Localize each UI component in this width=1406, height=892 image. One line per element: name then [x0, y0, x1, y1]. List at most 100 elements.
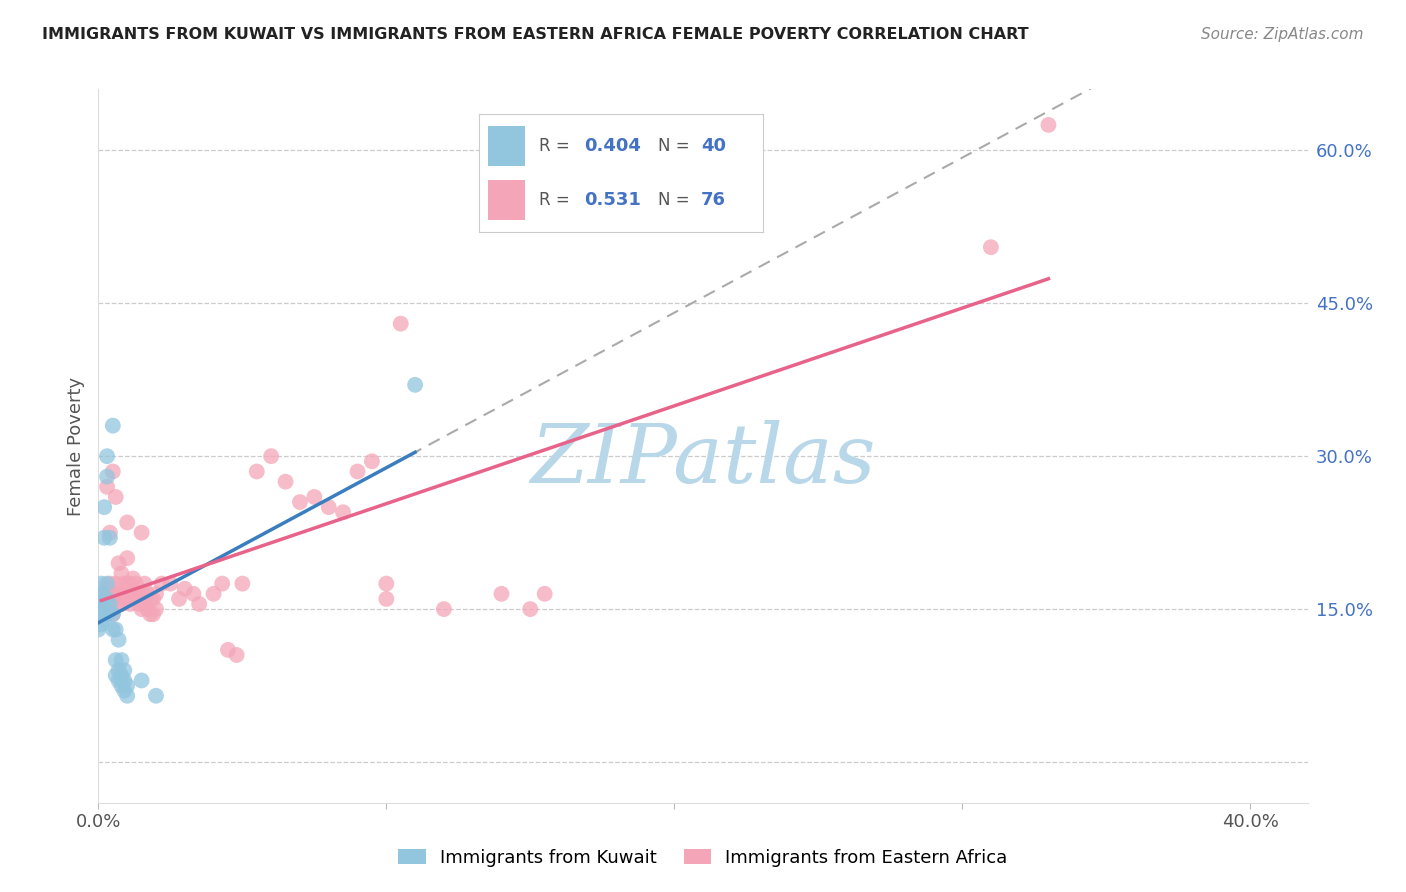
Point	[93, 587, 115, 601]
Point	[288, 495, 311, 509]
Legend: Immigrants from Kuwait, Immigrants from Eastern Africa: Immigrants from Kuwait, Immigrants from …	[391, 842, 1015, 874]
Point	[115, 516, 138, 530]
Point	[139, 591, 162, 606]
Point	[433, 602, 456, 616]
Point	[104, 668, 127, 682]
Point	[131, 525, 153, 540]
Point	[104, 653, 127, 667]
Point	[115, 576, 138, 591]
Point	[142, 607, 165, 622]
Point	[131, 673, 153, 688]
Point	[107, 587, 129, 601]
Point	[260, 449, 283, 463]
Point	[125, 587, 148, 601]
Point	[112, 683, 135, 698]
Point	[128, 587, 150, 601]
Point	[115, 591, 138, 606]
Point	[107, 673, 129, 688]
Point	[112, 576, 135, 591]
Text: 0.404: 0.404	[585, 137, 641, 155]
Point	[225, 648, 247, 662]
Point	[87, 607, 110, 622]
Point	[131, 587, 153, 601]
Point	[104, 623, 127, 637]
Point	[112, 663, 135, 677]
Point	[107, 556, 129, 570]
Point	[134, 576, 156, 591]
Text: N =: N =	[658, 137, 695, 155]
Point	[231, 576, 253, 591]
Text: 76: 76	[702, 191, 725, 209]
Text: 40: 40	[702, 137, 725, 155]
Point	[115, 551, 138, 566]
Point	[120, 576, 142, 591]
Point	[101, 587, 124, 601]
Point	[389, 317, 412, 331]
Point	[87, 597, 110, 611]
Point	[101, 465, 124, 479]
Point	[96, 576, 118, 591]
Point	[87, 623, 110, 637]
Point	[101, 607, 124, 622]
Point	[110, 653, 132, 667]
Point	[115, 689, 138, 703]
Point	[173, 582, 195, 596]
Point	[404, 377, 426, 392]
Text: ZIPatlas: ZIPatlas	[530, 420, 876, 500]
Point	[134, 597, 156, 611]
Point	[122, 572, 145, 586]
Point	[110, 566, 132, 581]
Point	[98, 597, 121, 611]
Point	[142, 591, 165, 606]
Point	[104, 576, 127, 591]
Point	[145, 689, 167, 703]
Point	[107, 632, 129, 647]
Point	[96, 480, 118, 494]
Point	[90, 587, 112, 601]
Point	[491, 587, 513, 601]
Point	[519, 602, 541, 616]
Point	[110, 587, 132, 601]
Point	[1038, 118, 1060, 132]
Point	[183, 587, 205, 601]
Text: 0.531: 0.531	[585, 191, 641, 209]
Point	[159, 576, 181, 591]
Point	[136, 602, 159, 616]
Point	[217, 643, 239, 657]
Point	[188, 597, 211, 611]
Point	[93, 612, 115, 626]
Point	[533, 587, 555, 601]
Point	[346, 465, 368, 479]
Point	[98, 576, 121, 591]
Point	[318, 500, 340, 515]
Point	[93, 500, 115, 515]
Point	[112, 673, 135, 688]
Point	[128, 597, 150, 611]
FancyBboxPatch shape	[488, 180, 524, 220]
Point	[375, 591, 398, 606]
Point	[110, 668, 132, 682]
Point	[150, 576, 173, 591]
Text: R =: R =	[538, 137, 575, 155]
Point	[145, 587, 167, 601]
Point	[125, 576, 148, 591]
Point	[122, 591, 145, 606]
Point	[96, 591, 118, 606]
Point	[96, 597, 118, 611]
Point	[93, 597, 115, 611]
Point	[90, 607, 112, 622]
Point	[120, 597, 142, 611]
Point	[96, 582, 118, 596]
Point	[361, 454, 384, 468]
Point	[90, 576, 112, 591]
Point	[96, 607, 118, 622]
Point	[211, 576, 233, 591]
Point	[145, 602, 167, 616]
Point	[96, 449, 118, 463]
FancyBboxPatch shape	[488, 126, 524, 166]
Point	[90, 617, 112, 632]
Point	[104, 490, 127, 504]
Point	[98, 531, 121, 545]
Point	[93, 602, 115, 616]
Point	[107, 663, 129, 677]
